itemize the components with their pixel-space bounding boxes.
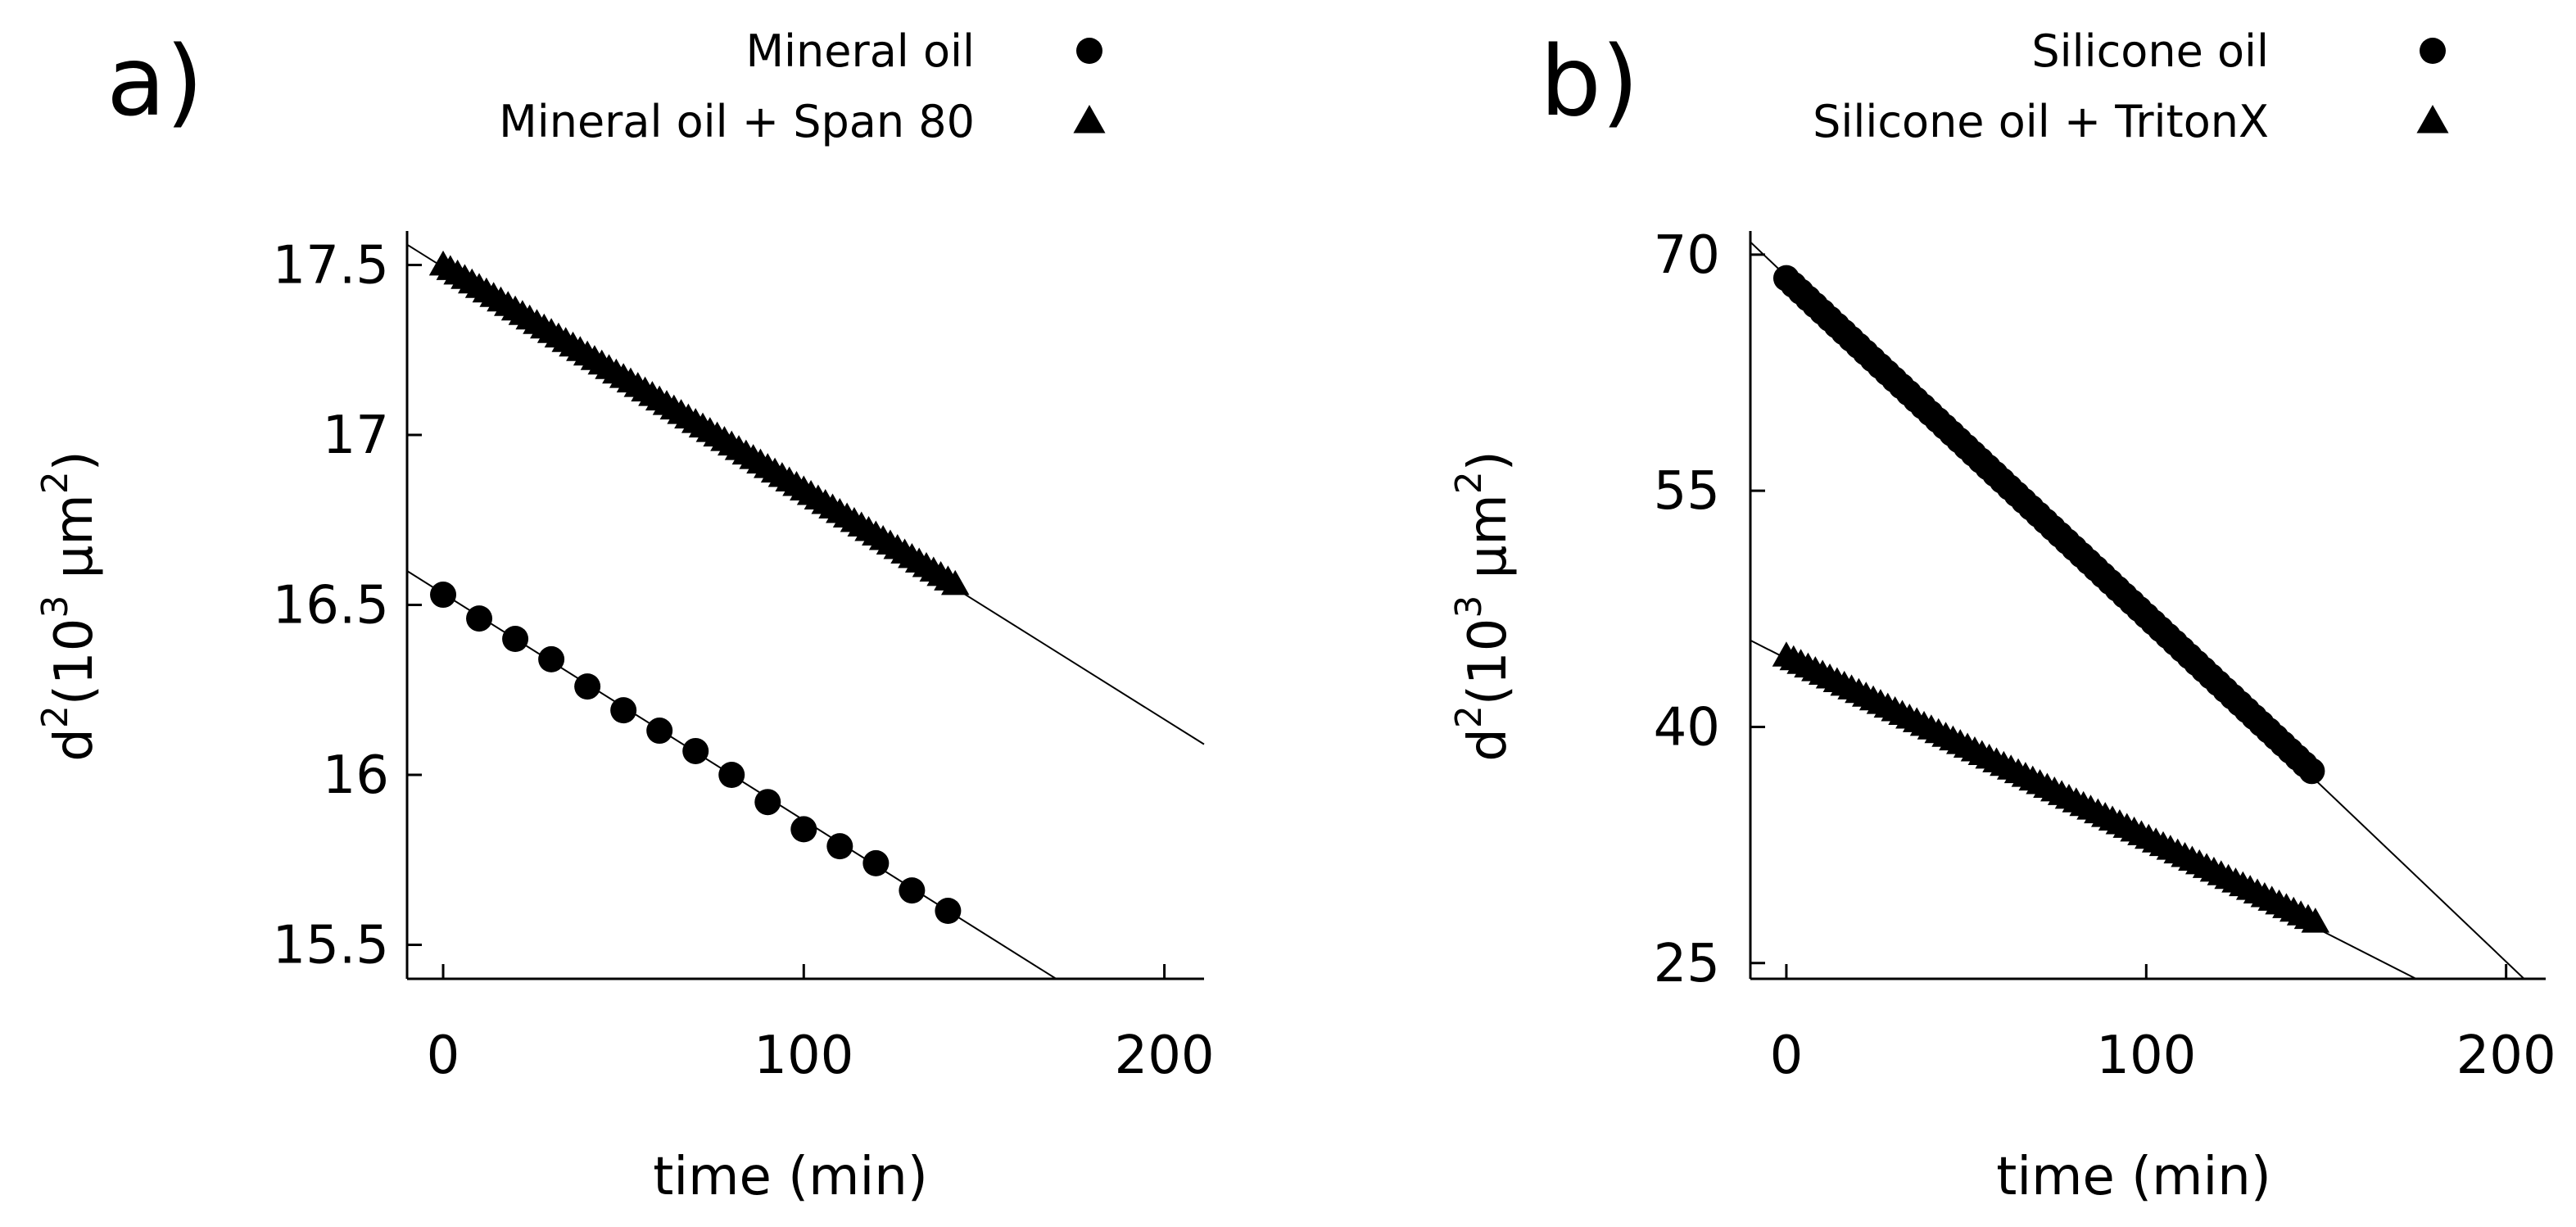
y-tick-label: 55	[1654, 461, 1720, 522]
data-point-circle	[502, 626, 529, 652]
y-tick-label: 17	[323, 405, 389, 466]
x-tick-label: 200	[2456, 1026, 2556, 1086]
x-tick-label: 100	[754, 1026, 853, 1086]
y-axis-title-unit: μm	[1458, 494, 1519, 595]
data-point-circle	[718, 762, 745, 788]
y-axis-title-base: d	[44, 728, 105, 762]
x-tick-label: 0	[427, 1026, 460, 1086]
y-axis-title-exp3: 2	[34, 471, 76, 494]
legend-marker	[2416, 104, 2449, 134]
y-axis-title-exp1: 2	[34, 705, 76, 728]
data-point-circle	[2298, 758, 2325, 785]
y-axis-title-unit: μm	[44, 494, 105, 595]
y-axis-title: d2(103 μm2)	[1448, 451, 1519, 761]
data-point-circle	[610, 697, 637, 724]
data-point-circle	[682, 737, 709, 764]
y-axis-title-exp1: 2	[1448, 705, 1490, 728]
y-tick-label: 16.5	[273, 576, 390, 636]
y-tick-label: 17.5	[273, 236, 390, 297]
data-point-circle	[430, 582, 457, 609]
y-axis-title-base: d	[1458, 728, 1519, 762]
data-point-circle	[574, 673, 601, 700]
y-axis-title-close: )	[1458, 451, 1519, 471]
legend-label: Mineral oil	[745, 25, 975, 77]
y-tick-label: 16	[323, 745, 389, 806]
data-point-circle	[754, 789, 781, 816]
y-axis-title-exp2: 3	[1448, 595, 1490, 618]
data-point-circle	[899, 877, 926, 904]
x-axis-title: time (min)	[653, 1147, 928, 1207]
x-tick-label: 0	[1770, 1026, 1804, 1086]
data-point-triangle	[940, 569, 970, 595]
legend-label: Mineral oil + Span 80	[499, 96, 975, 147]
y-tick-label: 25	[1654, 934, 1720, 994]
data-point-circle	[790, 816, 817, 843]
x-tick-label: 200	[1114, 1026, 1214, 1086]
y-axis-title-exp2: 3	[34, 595, 76, 618]
data-point-circle	[862, 849, 890, 876]
x-axis-title: time (min)	[1996, 1147, 2271, 1207]
data-point-triangle	[2301, 908, 2330, 933]
x-tick-label: 100	[2096, 1026, 2196, 1086]
data-point-circle	[466, 605, 493, 632]
legend-label: Silicone oil	[2031, 25, 2269, 77]
y-axis-title-paren: (10	[1458, 618, 1519, 705]
y-axis-title-close: )	[44, 451, 105, 471]
data-point-circle	[646, 718, 673, 745]
y-tick-label: 15.5	[273, 916, 390, 976]
y-tick-label: 70	[1654, 225, 1720, 286]
panel-label: b)	[1540, 25, 1639, 138]
y-axis-title: d2(103 μm2)	[34, 451, 105, 761]
legend-marker	[2420, 38, 2446, 64]
y-tick-label: 40	[1654, 697, 1720, 758]
data-point-circle	[935, 898, 962, 924]
legend-label: Silicone oil + TritonX	[1813, 96, 2269, 147]
data-point-circle	[826, 833, 853, 860]
legend-marker	[1073, 104, 1106, 134]
y-axis-title-paren: (10	[44, 618, 105, 705]
y-axis-title-exp3: 2	[1448, 471, 1490, 494]
data-point-circle	[538, 645, 565, 672]
legend-marker	[1076, 38, 1102, 64]
panel-label: a)	[106, 25, 203, 138]
